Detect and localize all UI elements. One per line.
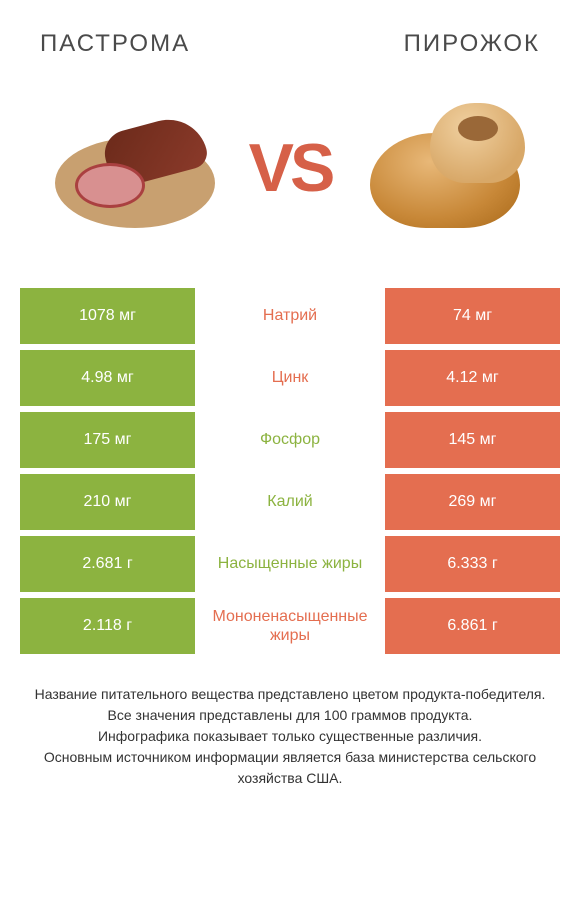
table-row: 2.681 гНасыщенные жиры6.333 г xyxy=(20,536,560,592)
value-left: 2.118 г xyxy=(20,598,195,654)
value-left: 175 мг xyxy=(20,412,195,468)
nutrient-name: Калий xyxy=(195,474,385,530)
footer-line: Инфографика показывает только существенн… xyxy=(30,726,550,747)
pastrami-image xyxy=(50,98,220,238)
infographic-container: ПАСТРОМА ПИРОЖОК VS 1078 мгНатрий74 мг 4.… xyxy=(0,0,580,809)
nutrient-name: Мононенасыщенные жиры xyxy=(195,598,385,654)
value-right: 74 мг xyxy=(385,288,560,344)
table-row: 4.98 мгЦинк4.12 мг xyxy=(20,350,560,406)
images-row: VS xyxy=(20,88,560,248)
value-left: 210 мг xyxy=(20,474,195,530)
nutrient-name: Фосфор xyxy=(195,412,385,468)
nutrient-name: Цинк xyxy=(195,350,385,406)
value-right: 145 мг xyxy=(385,412,560,468)
nutrient-name: Натрий xyxy=(195,288,385,344)
value-right: 6.333 г xyxy=(385,536,560,592)
table-row: 2.118 гМононенасыщенные жиры6.861 г xyxy=(20,598,560,654)
pirozhok-image xyxy=(360,98,530,238)
value-left: 4.98 мг xyxy=(20,350,195,406)
table-row: 210 мгКалий269 мг xyxy=(20,474,560,530)
value-right: 6.861 г xyxy=(385,598,560,654)
nutrient-name: Насыщенные жиры xyxy=(195,536,385,592)
nutrient-table: 1078 мгНатрий74 мг 4.98 мгЦинк4.12 мг 175 … xyxy=(20,288,560,654)
header-row: ПАСТРОМА ПИРОЖОК xyxy=(20,30,560,58)
footer-line: Название питательного вещества представл… xyxy=(30,684,550,705)
table-row: 1078 мгНатрий74 мг xyxy=(20,288,560,344)
title-right: ПИРОЖОК xyxy=(404,30,540,58)
footer-text: Название питательного вещества представл… xyxy=(20,684,560,789)
value-left: 1078 мг xyxy=(20,288,195,344)
value-left: 2.681 г xyxy=(20,536,195,592)
value-right: 4.12 мг xyxy=(385,350,560,406)
footer-line: Основным источником информации является … xyxy=(30,747,550,789)
title-left: ПАСТРОМА xyxy=(40,30,190,58)
table-row: 175 мгФосфор145 мг xyxy=(20,412,560,468)
value-right: 269 мг xyxy=(385,474,560,530)
footer-line: Все значения представлены для 100 граммо… xyxy=(30,705,550,726)
vs-label: VS xyxy=(249,129,332,207)
